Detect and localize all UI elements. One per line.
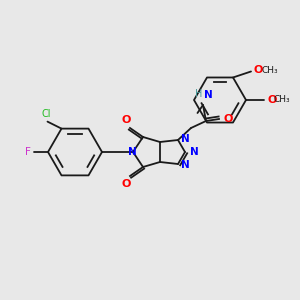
Text: F: F — [25, 147, 31, 157]
Text: N: N — [204, 90, 213, 100]
Text: Cl: Cl — [42, 109, 51, 118]
Text: O: O — [223, 114, 232, 124]
Text: N: N — [190, 147, 199, 157]
Text: CH₃: CH₃ — [261, 66, 278, 75]
Text: CH₃: CH₃ — [274, 95, 291, 104]
Text: O: O — [254, 65, 263, 76]
Text: N: N — [128, 147, 136, 157]
Text: O: O — [267, 95, 276, 105]
Text: N: N — [181, 160, 190, 170]
Text: O: O — [121, 179, 131, 189]
Text: O: O — [121, 115, 131, 125]
Text: N: N — [181, 134, 190, 144]
Text: H: H — [195, 89, 203, 99]
